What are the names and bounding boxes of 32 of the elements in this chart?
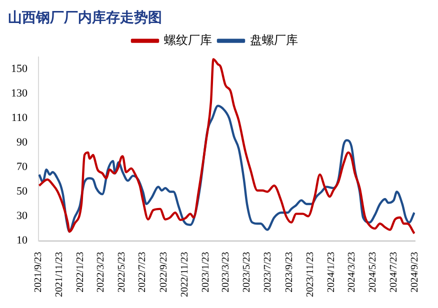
x-tick-label: 2022/9/23 [158, 252, 170, 292]
x-tick-label: 2021/11/23 [54, 252, 66, 297]
x-tick-label: 2024/1/23 [326, 252, 337, 292]
x-tick-label: 2022/1/23 [75, 252, 86, 292]
legend-label: 螺纹厂库 [164, 32, 212, 47]
x-tick-label: 2023/3/23 [220, 252, 232, 292]
line-series [38, 58, 415, 235]
x-tick-label: 2024/7/23 [388, 252, 400, 292]
y-tick-label: 130 [11, 87, 28, 100]
legend-label: 盘螺厂库 [250, 32, 298, 47]
line-series [38, 104, 415, 233]
x-tick-label: 2023/9/23 [284, 252, 295, 292]
x-tick-label: 2024/5/23 [367, 252, 378, 292]
y-tick-label: 50 [16, 186, 28, 198]
x-tick-label: 2022/3/23 [95, 252, 106, 292]
y-tick-label: 150 [11, 62, 28, 75]
x-tick-label: 2022/5/23 [116, 252, 128, 292]
y-tick-label: 110 [11, 112, 28, 124]
x-tick-label: 2021/9/23 [33, 252, 44, 292]
x-tick-label: 2023/11/23 [304, 252, 316, 297]
x-tick-label: 2023/5/23 [242, 252, 253, 292]
y-tick-label: 70 [16, 161, 28, 174]
y-tick-label: 30 [16, 210, 28, 222]
x-tick-label: 2022/11/23 [179, 252, 190, 297]
y-tick-label: 90 [16, 136, 28, 149]
chart-title: 山西钢厂厂内库存走势图 [8, 9, 162, 26]
x-tick-label: 2024/3/23 [346, 252, 358, 292]
x-tick-label: 2023/1/23 [200, 252, 212, 292]
x-tick-label: 2022/7/23 [137, 252, 148, 292]
x-tick-label: 2024/9/23 [410, 252, 421, 292]
x-tick-label: 2023/7/23 [262, 252, 274, 292]
y-tick-label: 10 [16, 234, 28, 247]
